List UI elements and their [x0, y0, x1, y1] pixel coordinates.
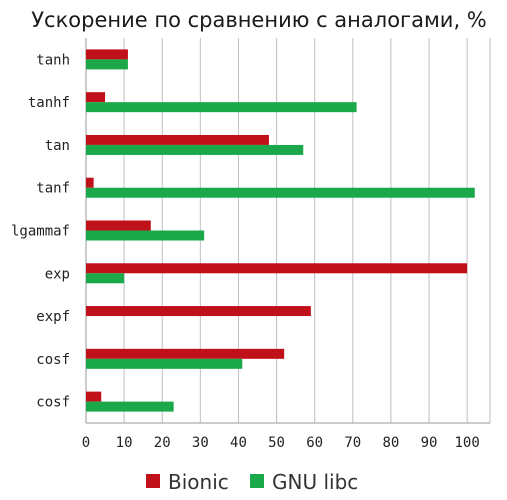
category-label: cosf	[36, 352, 70, 368]
x-tick-label: 30	[192, 435, 209, 451]
bars	[86, 49, 475, 412]
category-labels: tanh tanhf tan tanf lgammaf exp expf cosf cosf	[11, 52, 70, 410]
bar-bionic	[86, 263, 468, 274]
bar-bionic	[86, 348, 285, 359]
bar-gnu-libc	[86, 358, 243, 369]
bar-gnu-libc	[86, 144, 304, 155]
category-label: cosf	[36, 395, 70, 411]
x-tick-label: 20	[154, 435, 171, 451]
x-tick-label: 50	[268, 435, 285, 451]
bar-gnu-libc	[86, 187, 475, 198]
bar-gnu-libc	[86, 102, 357, 113]
category-label: lgammaf	[11, 224, 70, 240]
x-tick-label: 0	[82, 435, 90, 451]
bar-bionic	[86, 391, 102, 402]
legend-swatch	[250, 474, 264, 488]
legend-label: Bionic	[168, 470, 229, 494]
bar-gnu-libc	[86, 273, 125, 284]
bar-gnu-libc	[86, 230, 205, 241]
x-tick-label: 80	[382, 435, 399, 451]
bar-bionic	[86, 306, 311, 317]
chart-title: Ускорение по сравнению с аналогами, %	[31, 8, 487, 32]
category-label: exp	[45, 266, 70, 282]
x-tick-labels: 0 10 20 30 40 50 60 70 80 90 100	[82, 435, 480, 451]
x-tick-label: 90	[421, 435, 438, 451]
category-label: tanf	[36, 181, 70, 197]
bar-bionic	[86, 49, 128, 60]
bar-bionic	[86, 134, 269, 145]
x-tick-label: 60	[306, 435, 323, 451]
bar-bionic	[86, 177, 94, 188]
category-label: tan	[45, 138, 70, 154]
legend: Bionic GNU libc	[146, 470, 358, 494]
x-tick-label: 70	[344, 435, 361, 451]
category-label: expf	[36, 309, 70, 325]
bar-bionic	[86, 92, 106, 103]
category-label: tanh	[36, 52, 70, 68]
category-label: tanhf	[28, 95, 70, 111]
x-tick-label: 100	[454, 435, 479, 451]
x-tick-label: 10	[116, 435, 133, 451]
legend-swatch	[146, 474, 160, 488]
x-tick-label: 40	[230, 435, 247, 451]
bar-bionic	[86, 220, 151, 231]
legend-label: GNU libc	[272, 470, 358, 494]
bar-gnu-libc	[86, 401, 174, 412]
bar-gnu-libc	[86, 59, 128, 70]
